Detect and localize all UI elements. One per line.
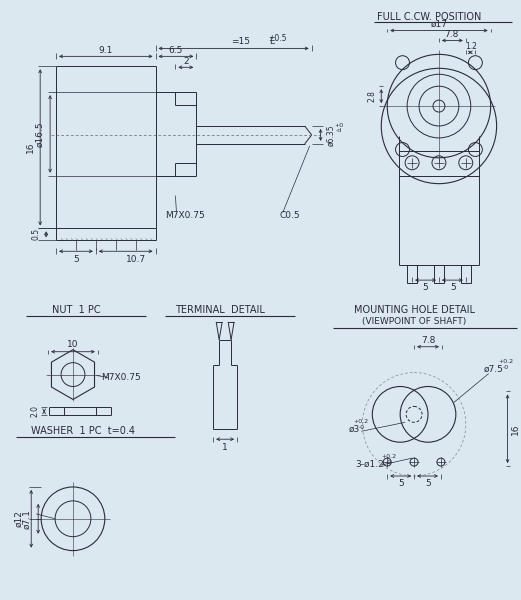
Text: 2.8: 2.8 [368,90,377,102]
Text: 5: 5 [398,479,404,488]
Text: +0
-d: +0 -d [334,122,343,133]
Text: =15: =15 [231,37,250,46]
Text: 10.7: 10.7 [126,255,146,264]
Text: L: L [269,37,275,46]
Text: 5: 5 [450,283,456,292]
Text: ø7.5: ø7.5 [483,365,504,374]
Text: +0.2
-0: +0.2 -0 [354,419,369,430]
Text: 3-ø1.2: 3-ø1.2 [355,460,383,469]
Text: ø3: ø3 [349,425,360,434]
Text: C0.5: C0.5 [279,211,300,220]
Text: WASHER  1 PC  t=0.4: WASHER 1 PC t=0.4 [31,426,135,436]
Text: M7X0.75: M7X0.75 [166,211,205,220]
Bar [407,265,417,283]
Text: NUT  1 PC: NUT 1 PC [52,305,100,315]
Text: ø16.5: ø16.5 [35,121,45,147]
Text: ø12: ø12 [15,511,24,527]
Text: 6.5: 6.5 [169,46,183,55]
Text: MOUNTING HOLE DETAIL: MOUNTING HOLE DETAIL [354,305,475,315]
Text: 10: 10 [67,340,79,349]
Text: +0.2
-0: +0.2 -0 [382,454,397,464]
Text: M7X0.75: M7X0.75 [101,373,141,382]
Text: ø17: ø17 [430,20,448,29]
Text: 1.2: 1.2 [465,42,477,51]
Text: 2: 2 [183,57,189,66]
Text: 9.1: 9.1 [98,46,113,55]
Text: 5: 5 [73,255,79,264]
Text: TERMINAL  DETAIL: TERMINAL DETAIL [175,305,265,315]
Text: 7.8: 7.8 [445,30,459,39]
Text: ±0.5: ±0.5 [269,34,287,43]
Text: FULL C.CW. POSITION: FULL C.CW. POSITION [377,11,481,22]
Text: ø7.1: ø7.1 [23,509,32,529]
Bar [461,265,471,283]
Text: 1: 1 [222,443,228,452]
Text: 5: 5 [425,479,431,488]
Bar [434,265,444,283]
Text: 16: 16 [511,423,520,434]
Text: ø6.35: ø6.35 [326,124,335,146]
Text: 7.8: 7.8 [421,336,435,345]
Text: 2.0: 2.0 [31,406,40,418]
Text: 5: 5 [422,283,428,292]
Text: 0.5: 0.5 [32,229,41,241]
Text: 16: 16 [26,142,35,153]
Text: +0.2
-0: +0.2 -0 [498,359,513,370]
Text: (VIEWPOINT OF SHAFT): (VIEWPOINT OF SHAFT) [362,317,466,326]
